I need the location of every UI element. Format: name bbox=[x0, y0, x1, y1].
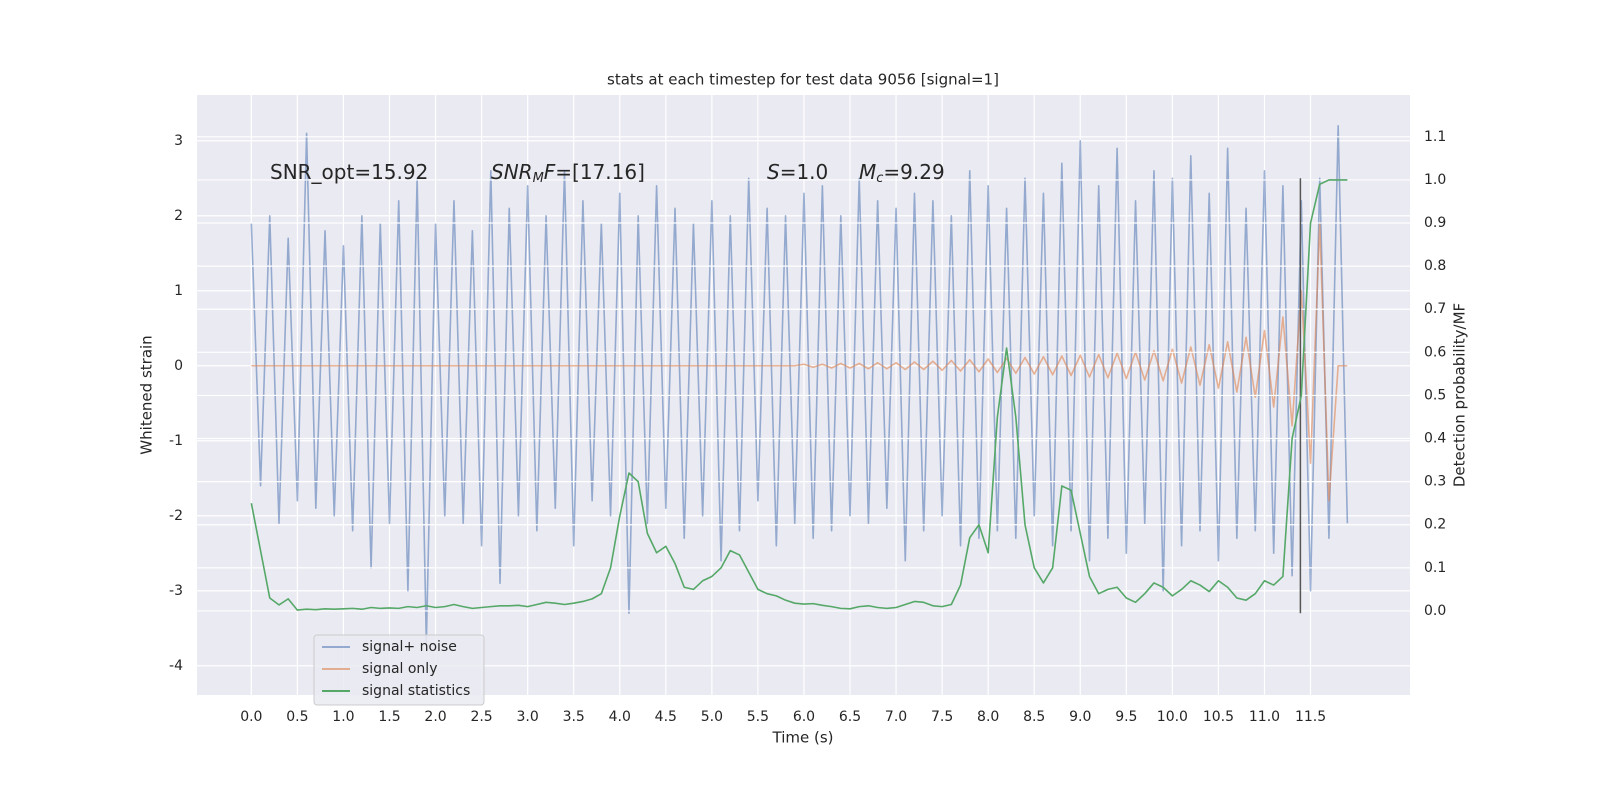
x-tick-label: 10.5 bbox=[1203, 709, 1234, 725]
y2-tick-label: 1.0 bbox=[1424, 172, 1446, 188]
x-tick-label: 2.0 bbox=[424, 709, 446, 725]
x-tick-label: 2.5 bbox=[470, 709, 492, 725]
annotation: S=1.0 bbox=[767, 160, 828, 184]
x-tick-label: 10.0 bbox=[1157, 709, 1188, 725]
x-tick-label: 4.0 bbox=[609, 709, 631, 725]
x-tick-label: 1.5 bbox=[378, 709, 400, 725]
y-tick-label: 3 bbox=[174, 133, 183, 149]
x-tick-label: 3.5 bbox=[563, 709, 585, 725]
legend-label: signal statistics bbox=[362, 683, 470, 699]
series-line bbox=[250, 124, 1349, 645]
annotation-part: M bbox=[859, 160, 876, 184]
annotation: SNRMF=[17.16] bbox=[491, 160, 645, 186]
y2-tick-label: 0.0 bbox=[1424, 603, 1446, 619]
x-tick-label: 0.0 bbox=[240, 709, 262, 725]
annotation-part: =[17.16] bbox=[555, 160, 645, 184]
annotation-part: S bbox=[767, 160, 780, 184]
series-line bbox=[250, 179, 1348, 611]
y-tick-label: 0 bbox=[174, 358, 183, 374]
x-tick-label: 8.0 bbox=[977, 709, 999, 725]
y-tick-label: 2 bbox=[174, 208, 183, 224]
chart-title: stats at each timestep for test data 905… bbox=[607, 71, 999, 89]
x-tick-label: 7.0 bbox=[885, 709, 907, 725]
y2-axis-label: Detection probability/MF bbox=[1451, 303, 1469, 487]
x-tick-label: 11.0 bbox=[1249, 709, 1280, 725]
x-tick-label: 5.5 bbox=[747, 709, 769, 725]
annotation-part: M bbox=[533, 171, 544, 186]
x-tick-label: 6.0 bbox=[793, 709, 815, 725]
x-tick-label: 3.0 bbox=[517, 709, 539, 725]
x-axis-label: Time (s) bbox=[772, 729, 834, 747]
y2-tick-label: 0.3 bbox=[1424, 474, 1446, 490]
y2-tick-label: 0.6 bbox=[1424, 344, 1446, 360]
y2-tick-label: 0.9 bbox=[1424, 215, 1446, 231]
legend-label: signal only bbox=[362, 661, 437, 677]
x-tick-label: 8.5 bbox=[1023, 709, 1045, 725]
annotation-part: F bbox=[544, 160, 556, 184]
annotation: Mc=9.29 bbox=[859, 160, 945, 186]
legend-box bbox=[313, 634, 485, 706]
annotation-part: =1.0 bbox=[780, 160, 829, 184]
x-tick-label: 11.5 bbox=[1295, 709, 1326, 725]
y2-tick-label: 0.5 bbox=[1424, 387, 1446, 403]
y-tick-label: -2 bbox=[169, 508, 183, 524]
y2-tick-label: 0.7 bbox=[1424, 301, 1446, 317]
legend-label: signal+ noise bbox=[362, 639, 457, 655]
series-line bbox=[251, 222, 1348, 502]
x-tick-label: 9.0 bbox=[1069, 709, 1091, 725]
y-tick-label: -3 bbox=[169, 583, 183, 599]
y2-tick-label: 0.8 bbox=[1424, 258, 1446, 274]
x-tick-label: 1.0 bbox=[332, 709, 354, 725]
annotation-part: SNR_opt=15.92 bbox=[270, 160, 428, 184]
annotation-part: SNR bbox=[491, 160, 533, 184]
x-tick-label: 5.0 bbox=[701, 709, 723, 725]
annotation: SNR_opt=15.92 bbox=[270, 160, 428, 184]
y-tick-label: -1 bbox=[169, 433, 183, 449]
x-tick-label: 4.5 bbox=[655, 709, 677, 725]
annotation-part: =9.29 bbox=[883, 160, 944, 184]
y-tick-label: 1 bbox=[174, 283, 183, 299]
x-tick-label: 0.5 bbox=[286, 709, 308, 725]
x-tick-label: 6.5 bbox=[839, 709, 861, 725]
y2-tick-label: 1.1 bbox=[1424, 129, 1446, 145]
y2-tick-label: 0.1 bbox=[1424, 560, 1446, 576]
annotation-part: c bbox=[876, 171, 883, 186]
y2-tick-label: 0.4 bbox=[1424, 431, 1446, 447]
y-tick-label: -4 bbox=[169, 658, 183, 674]
x-tick-label: 7.5 bbox=[931, 709, 953, 725]
y-axis-label: Whitened strain bbox=[138, 335, 156, 454]
x-tick-label: 9.5 bbox=[1115, 709, 1137, 725]
y2-tick-label: 0.2 bbox=[1424, 517, 1446, 533]
